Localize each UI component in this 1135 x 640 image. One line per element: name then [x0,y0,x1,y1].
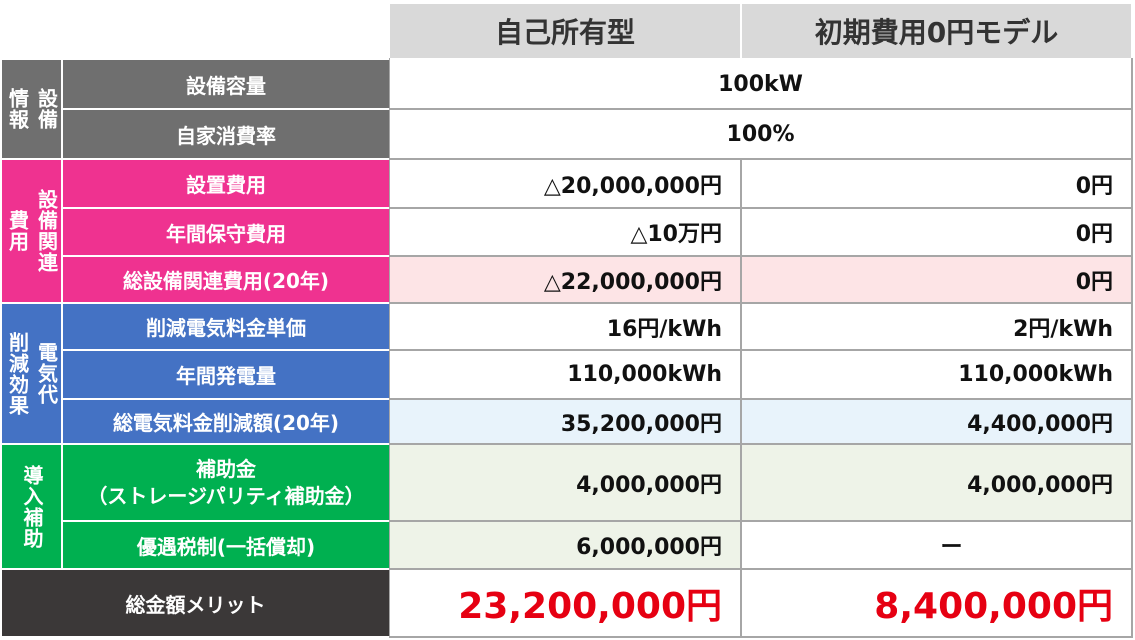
section-reduction: 削減効果 電気代 [2,304,61,443]
row-total-reduction-col1: 35,200,000円 [390,400,740,443]
row-generation-label: 年間発電量 [63,351,389,398]
row-merit-label: 総金額メリット [2,570,389,636]
section-subsidy: 導入補助 [2,445,61,568]
grid-line-h5 [390,302,1131,304]
row-self-consumption-value: 100% [390,110,1131,158]
row-unit-price-label: 削減電気料金単価 [63,304,389,349]
row-install-cost-col1: △20,000,000円 [390,160,740,207]
row-subsidy-col2: 4,000,000円 [742,445,1131,520]
header-col1: 自己所有型 [390,4,740,58]
row-capacity-value: 100kW [390,60,1131,108]
section-equipment-info: 情報 設備 [2,60,61,158]
row-install-cost-label: 設置費用 [63,160,389,207]
row-total-cost-col2: 0円 [742,257,1131,302]
row-merit-col2: 8,400,000円 [742,570,1131,636]
section-equipment-info-right: 設備 [34,88,59,130]
row-capacity-label: 設備容量 [63,60,389,108]
row-tax-label: 優遇税制(一括償却) [63,522,389,568]
row-generation-col2: 110,000kWh [742,351,1131,398]
grid-line-right [1131,58,1133,638]
row-maintenance-col2: 0円 [742,209,1131,255]
row-merit-col1: 23,200,000円 [390,570,740,636]
grid-line-left [389,58,390,638]
row-subsidy-label-line1: 補助金 [196,456,256,481]
row-maintenance-label: 年間保守費用 [63,209,389,255]
row-subsidy-label: 補助金 （ストレージパリティ補助金） [63,445,389,520]
row-unit-price-col2: 2円/kWh [742,304,1131,349]
row-total-cost-label: 総設備関連費用(20年) [63,257,389,302]
row-subsidy-col1: 4,000,000円 [390,445,740,520]
section-equipment-cost-right: 設備関連 [34,189,59,273]
grid-line-h10 [390,568,1131,570]
section-reduction-right: 電気代 [34,342,59,405]
grid-col-divider [740,158,742,636]
grid-line-bottom [390,636,1131,638]
row-maintenance-col1: △10万円 [390,209,740,255]
section-equipment-cost: 費用 設備関連 [2,160,61,302]
section-subsidy-label: 導入補助 [20,464,44,549]
row-tax-col2: ー [742,522,1131,568]
row-self-consumption-label: 自家消費率 [63,110,389,158]
grid-line-h1 [390,108,1131,110]
row-unit-price-col1: 16円/kWh [390,304,740,349]
grid-line-h8 [390,443,1131,445]
row-tax-col1: 6,000,000円 [390,522,740,568]
grid-line-h7 [390,398,1131,400]
grid-line-h3 [390,207,1131,209]
row-total-reduction-label: 総電気料金削減額(20年) [63,400,389,443]
row-subsidy-label-line2: （ストレージパリティ補助金） [87,483,365,508]
grid-line-h6 [390,349,1131,351]
row-total-cost-col1: △22,000,000円 [390,257,740,302]
row-generation-col1: 110,000kWh [390,351,740,398]
row-install-cost-col2: 0円 [742,160,1131,207]
header-col2: 初期費用0円モデル [742,4,1131,58]
section-equipment-cost-left: 費用 [5,210,30,252]
section-reduction-left: 削減効果 [5,331,30,416]
grid-line-h9 [390,520,1131,522]
grid-line-h2 [390,158,1131,160]
row-total-reduction-col2: 4,400,000円 [742,400,1131,443]
grid-line-h4 [390,255,1131,257]
section-equipment-info-left: 情報 [5,88,30,130]
